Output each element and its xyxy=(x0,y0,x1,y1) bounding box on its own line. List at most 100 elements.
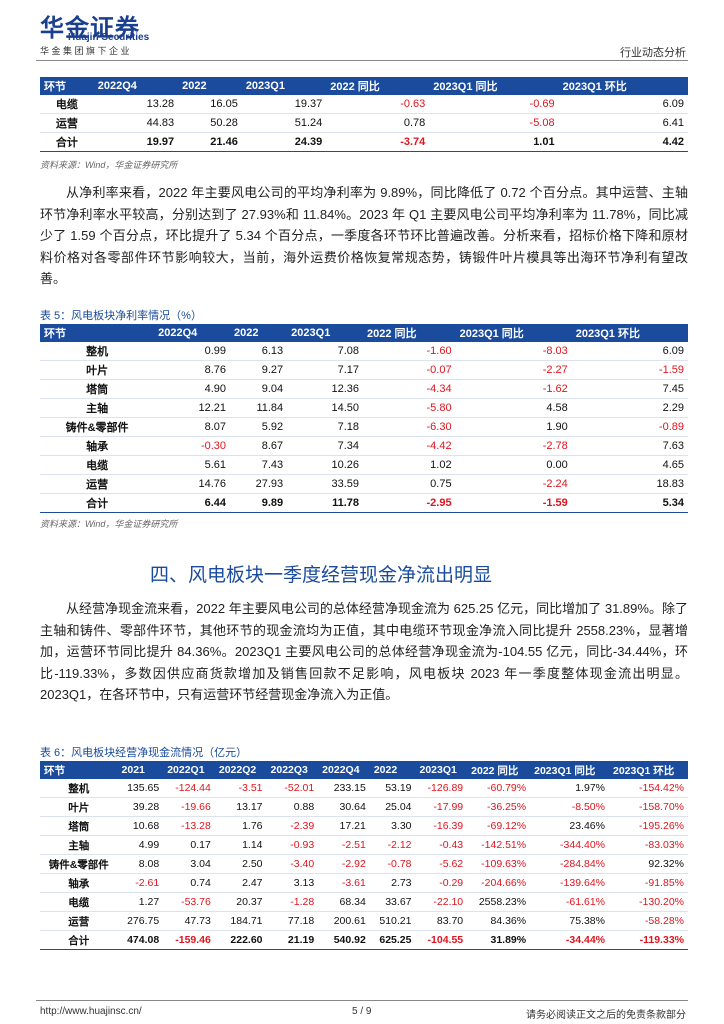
cell: -0.89 xyxy=(571,417,688,437)
cell: 276.75 xyxy=(117,911,164,931)
table-row: 轴承 -2.61 0.74 2.47 3.13 -3.61 2.73 -0.29 -204.66… xyxy=(40,873,688,893)
cell: 10.68 xyxy=(117,816,164,836)
cell: 2.73 xyxy=(369,873,416,893)
cell: 12.21 xyxy=(154,398,231,418)
cell: 0.75 xyxy=(363,474,456,494)
cell: 9.27 xyxy=(230,360,288,380)
cell: 19.97 xyxy=(93,132,179,152)
cell: 7.18 xyxy=(287,417,364,437)
cell: 4.42 xyxy=(558,132,688,152)
cell: -2.78 xyxy=(455,436,572,456)
cell: 14.50 xyxy=(287,398,364,418)
cell: -0.93 xyxy=(266,835,319,855)
cell: -3.51 xyxy=(214,779,267,798)
cell: -0.63 xyxy=(326,95,430,114)
cell: -6.30 xyxy=(363,417,456,437)
cell: 68.34 xyxy=(318,892,370,912)
cell: 23.46% xyxy=(530,816,609,836)
header-cell: 2022Q2 xyxy=(214,761,267,779)
table-row: 运营 44.83 50.28 51.24 0.78 -5.08 6.41 xyxy=(40,113,688,133)
cell: 11.78 xyxy=(287,493,364,513)
cell: -3.74 xyxy=(326,132,430,152)
cell: -91.85% xyxy=(609,873,688,893)
header-cell: 2023Q1 xyxy=(241,77,327,95)
table-row: 电缆 13.28 16.05 19.37 -0.63 -0.69 6.09 xyxy=(40,95,688,114)
cell: 30.64 xyxy=(318,797,370,817)
logo: 华金证券 xyxy=(40,15,140,42)
cell: 13.28 xyxy=(93,95,179,114)
row-label: 合计 xyxy=(40,493,155,513)
cell: -53.76 xyxy=(163,892,215,912)
cell: 83.70 xyxy=(415,911,468,931)
cell: -195.26% xyxy=(609,816,688,836)
cell: 17.21 xyxy=(318,816,370,836)
row-label: 主轴 xyxy=(40,398,155,418)
cell: 0.00 xyxy=(455,455,572,475)
cell: 33.59 xyxy=(287,474,364,494)
cell: 7.43 xyxy=(230,455,288,475)
cell: 16.05 xyxy=(178,95,242,114)
cell: -83.03% xyxy=(609,835,688,855)
cell: -2.51 xyxy=(318,835,370,855)
cell: 33.67 xyxy=(369,892,416,912)
table-row: 塔筒 10.68 -13.28 1.76 -2.39 17.21 3.30 -16.39 -69… xyxy=(40,816,688,836)
cell: 0.88 xyxy=(266,797,319,817)
disclaimer: 请务必阅读正文之后的免责条款部分 xyxy=(526,1010,686,1021)
header-cell: 2022 xyxy=(230,324,288,342)
cell: -119.33% xyxy=(609,930,688,950)
cell: 7.08 xyxy=(287,342,364,361)
source: 资料来源：Wind，华金证券研究所 xyxy=(40,160,178,170)
cell: 233.15 xyxy=(318,779,370,798)
cell: 1.02 xyxy=(363,455,456,475)
footer-rule xyxy=(36,1000,688,1001)
cell: 50.28 xyxy=(178,113,242,133)
row-label: 塔筒 xyxy=(40,379,155,399)
cell: 474.08 xyxy=(117,930,164,950)
cell: -284.84% xyxy=(530,854,609,874)
cell: -3.40 xyxy=(266,854,319,874)
cell: 1.14 xyxy=(214,835,267,855)
cell: 8.76 xyxy=(154,360,231,380)
cell: -124.44 xyxy=(163,779,215,798)
header-cell: 2022 同比 xyxy=(326,77,430,95)
cell: -109.63% xyxy=(467,854,531,874)
header-cell: 2023Q1 环比 xyxy=(609,761,688,779)
cell: 135.65 xyxy=(117,779,164,798)
header-cell: 2022Q1 xyxy=(163,761,215,779)
cell: -2.27 xyxy=(455,360,572,380)
cell: 7.34 xyxy=(287,436,364,456)
cell: -22.10 xyxy=(415,892,468,912)
cell: 12.36 xyxy=(287,379,364,399)
table-row: 合计 6.44 9.89 11.78 -2.95 -1.59 5.34 xyxy=(40,493,688,513)
cell: 4.99 xyxy=(117,835,164,855)
cell: -8.50% xyxy=(530,797,609,817)
cell: 1.76 xyxy=(214,816,267,836)
cell: 3.30 xyxy=(369,816,416,836)
row-label: 合计 xyxy=(40,930,118,950)
cell: -16.39 xyxy=(415,816,468,836)
header-cell: 2022 同比 xyxy=(363,324,456,342)
cell: -61.61% xyxy=(530,892,609,912)
table-row: 电缆 1.27 -53.76 20.37 -1.28 68.34 33.67 -22.10 25… xyxy=(40,892,688,912)
logo-en: Huajin Securities xyxy=(68,32,150,43)
cell: -344.40% xyxy=(530,835,609,855)
cell: -69.12% xyxy=(467,816,531,836)
cell: 5.61 xyxy=(154,455,231,475)
cell: -2.24 xyxy=(455,474,572,494)
row-label: 轴承 xyxy=(40,436,155,456)
header-cell: 环节 xyxy=(40,77,94,95)
table-row: 铸件&零部件 8.07 5.92 7.18 -6.30 1.90 -0.89 xyxy=(40,417,688,437)
cell: 0.99 xyxy=(154,342,231,361)
row-label: 铸件&零部件 xyxy=(40,417,155,437)
cell: 5.92 xyxy=(230,417,288,437)
table-row: 叶片 8.76 9.27 7.17 -0.07 -2.27 -1.59 xyxy=(40,360,688,380)
table-row: 整机 135.65 -124.44 -3.51 -52.01 233.15 53.19 -12… xyxy=(40,779,688,798)
cell: -52.01 xyxy=(266,779,319,798)
cell: 6.09 xyxy=(571,342,688,361)
cell: 14.76 xyxy=(154,474,231,494)
cell: -126.89 xyxy=(415,779,468,798)
cell: -19.66 xyxy=(163,797,215,817)
header-cell: 2023Q1 xyxy=(287,324,364,342)
cell: 18.83 xyxy=(571,474,688,494)
row-label: 电缆 xyxy=(40,892,118,912)
